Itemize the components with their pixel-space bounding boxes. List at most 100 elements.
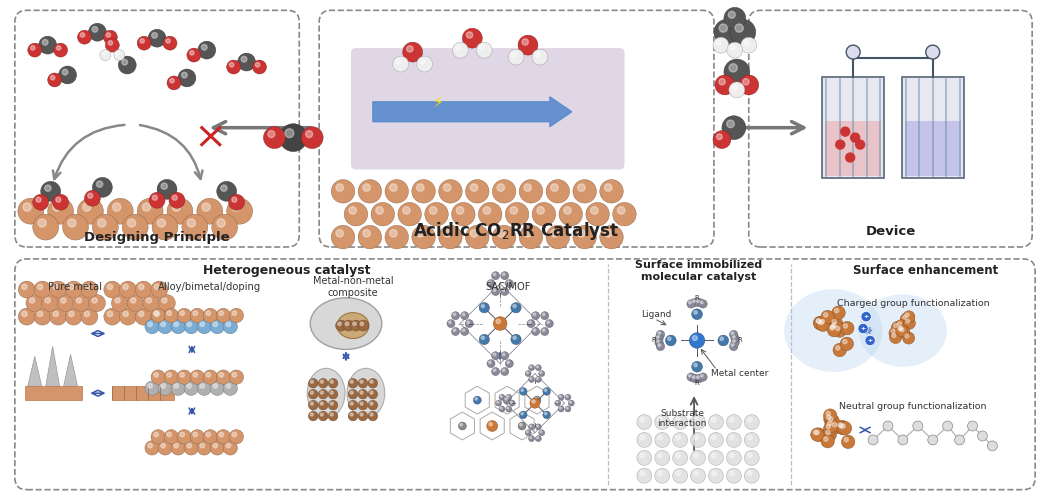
Circle shape (150, 192, 165, 208)
Circle shape (673, 468, 688, 483)
Circle shape (535, 424, 541, 430)
Circle shape (676, 435, 680, 440)
Circle shape (895, 320, 908, 332)
Circle shape (33, 194, 48, 210)
Circle shape (168, 192, 185, 208)
Circle shape (465, 319, 473, 327)
Circle shape (658, 344, 660, 346)
Circle shape (524, 230, 532, 237)
Circle shape (505, 279, 513, 287)
Circle shape (497, 401, 499, 403)
Text: Alloy/bimetal/doping: Alloy/bimetal/doping (158, 282, 261, 292)
Circle shape (526, 431, 529, 433)
Circle shape (417, 56, 433, 72)
Circle shape (543, 388, 551, 395)
Circle shape (479, 302, 490, 313)
Circle shape (655, 468, 670, 483)
Circle shape (439, 180, 462, 203)
Circle shape (493, 180, 516, 203)
Circle shape (351, 320, 361, 331)
Circle shape (476, 42, 492, 58)
Circle shape (232, 203, 240, 211)
Text: Metal-non-metal
composite: Metal-non-metal composite (313, 276, 393, 297)
Circle shape (223, 319, 237, 334)
Circle shape (349, 400, 358, 410)
Circle shape (733, 336, 735, 338)
Circle shape (360, 322, 363, 325)
Circle shape (824, 419, 838, 432)
Circle shape (899, 326, 902, 330)
Text: R: R (738, 337, 742, 343)
Circle shape (744, 415, 759, 430)
Circle shape (748, 435, 752, 440)
Circle shape (673, 433, 688, 448)
Circle shape (65, 281, 82, 298)
Circle shape (733, 340, 735, 342)
Circle shape (186, 48, 201, 62)
Circle shape (744, 451, 759, 465)
Circle shape (105, 38, 119, 52)
Circle shape (573, 180, 596, 203)
Circle shape (369, 400, 378, 410)
Circle shape (823, 422, 837, 436)
Circle shape (547, 321, 550, 323)
Circle shape (103, 30, 117, 44)
Circle shape (741, 37, 757, 53)
Circle shape (430, 207, 437, 214)
Circle shape (84, 284, 90, 289)
Circle shape (529, 436, 535, 442)
Circle shape (712, 471, 716, 476)
Circle shape (585, 203, 610, 226)
Circle shape (722, 116, 746, 140)
FancyArrow shape (373, 97, 572, 127)
Circle shape (903, 317, 915, 329)
Circle shape (865, 335, 875, 346)
Circle shape (510, 207, 517, 214)
Circle shape (331, 380, 333, 383)
Circle shape (489, 281, 491, 283)
Circle shape (164, 370, 178, 384)
Circle shape (545, 319, 553, 327)
Circle shape (466, 321, 470, 323)
Circle shape (53, 284, 58, 289)
Circle shape (318, 411, 327, 421)
Circle shape (190, 50, 194, 55)
Circle shape (748, 453, 752, 458)
Circle shape (230, 430, 243, 444)
Circle shape (219, 373, 223, 377)
Circle shape (151, 308, 167, 325)
Circle shape (44, 185, 51, 191)
Circle shape (748, 471, 752, 476)
Circle shape (502, 289, 504, 291)
Circle shape (336, 230, 343, 237)
Circle shape (695, 298, 703, 307)
Circle shape (565, 406, 571, 412)
Circle shape (198, 41, 216, 59)
Circle shape (201, 44, 207, 50)
Circle shape (350, 402, 353, 405)
Circle shape (285, 129, 294, 138)
Circle shape (178, 69, 196, 87)
Circle shape (350, 380, 353, 383)
Circle shape (123, 284, 128, 289)
Circle shape (358, 180, 381, 203)
Circle shape (462, 28, 482, 48)
Circle shape (473, 396, 481, 404)
Circle shape (896, 324, 909, 336)
Circle shape (525, 430, 531, 436)
Circle shape (84, 190, 100, 206)
Circle shape (532, 203, 556, 226)
Circle shape (481, 336, 484, 339)
Circle shape (417, 184, 424, 191)
Circle shape (479, 45, 484, 50)
Circle shape (157, 180, 177, 199)
Circle shape (716, 40, 721, 45)
Circle shape (532, 49, 548, 65)
Circle shape (503, 396, 511, 404)
Circle shape (57, 294, 74, 311)
Circle shape (530, 378, 532, 379)
Circle shape (709, 451, 723, 465)
Text: SAC/MOF: SAC/MOF (485, 282, 531, 292)
Circle shape (896, 324, 908, 337)
Circle shape (217, 181, 237, 201)
